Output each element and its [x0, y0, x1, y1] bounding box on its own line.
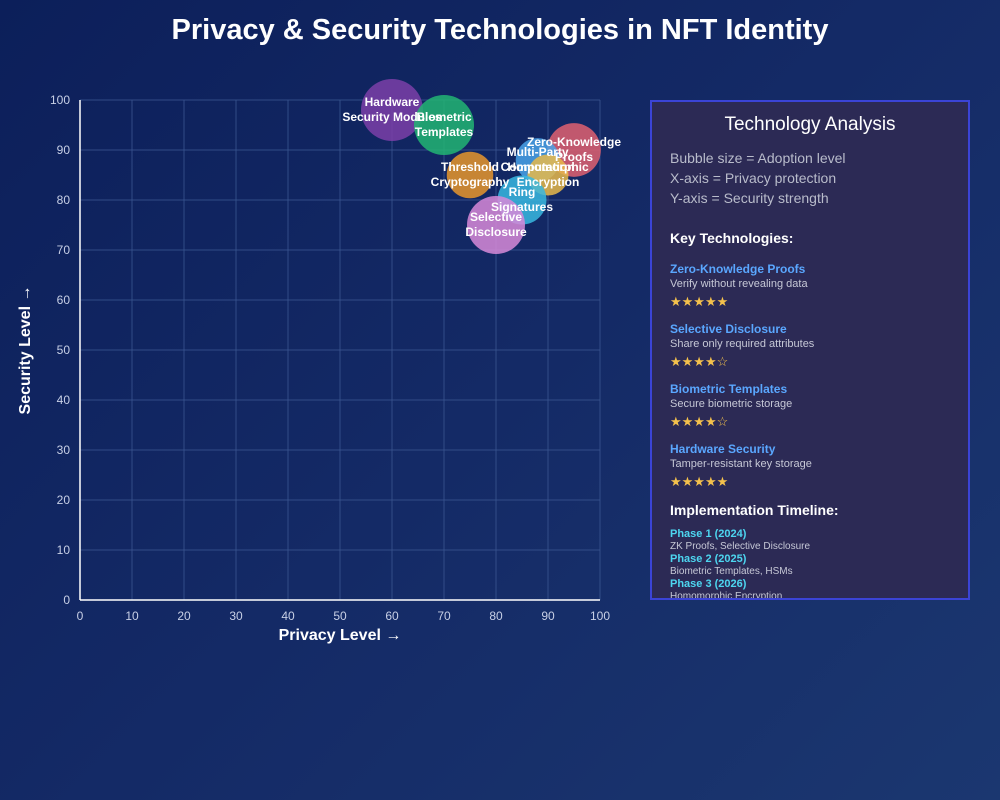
x-tick-label: 80: [489, 609, 503, 623]
timeline-phase: Phase 2 (2025) Biometric Templates, HSMs: [670, 553, 950, 578]
timeline-heading: Implementation Timeline:: [670, 502, 839, 518]
tech-name: Hardware Security: [670, 442, 776, 456]
star-rating: ★★★★★: [670, 474, 729, 489]
y-tick-label: 0: [63, 593, 70, 607]
tech-item: Biometric Templates Secure biometric sto…: [670, 382, 950, 432]
tech-desc: Share only required attributes: [670, 338, 815, 350]
bubble-label: Multi-Party Computation: [501, 145, 575, 174]
bubble-label: Selective Disclosure: [465, 210, 527, 239]
star-rating: ★★★★☆: [670, 414, 729, 429]
bubble: [446, 151, 494, 199]
bubble: [361, 79, 423, 141]
tech-name: Zero-Knowledge Proofs: [670, 262, 806, 276]
phase-name: Phase 2 (2025): [670, 553, 747, 565]
tech-item: Zero-Knowledge Proofs Verify without rev…: [670, 262, 950, 312]
y-tick-label: 80: [57, 193, 71, 207]
bubble: [413, 94, 475, 156]
timeline-phase: Phase 1 (2024) ZK Proofs, Selective Disc…: [670, 528, 950, 553]
phase-items: ZK Proofs, Selective Disclosure: [670, 541, 811, 552]
phase-items: Biometric Templates, HSMs: [670, 566, 793, 577]
y-tick-label: 100: [50, 93, 70, 107]
panel-title: Technology Analysis: [724, 114, 896, 135]
tech-desc: Tamper-resistant key storage: [670, 458, 812, 470]
bubble-label: Hardware Security Modules: [342, 95, 442, 124]
x-tick-label: 20: [177, 609, 191, 623]
tech-name: Biometric Templates: [670, 382, 788, 396]
bubble-label: Homomorphic Encryption: [507, 160, 589, 189]
key-technologies-heading: Key Technologies:: [670, 230, 794, 246]
bubble-label: Zero-Knowledge Proofs: [527, 135, 621, 164]
x-tick-label: 70: [437, 609, 451, 623]
bubble-label: Biometric Templates: [415, 110, 474, 139]
x-tick-label: 50: [333, 609, 347, 623]
tech-name: Selective Disclosure: [670, 322, 787, 336]
y-tick-label: 20: [57, 493, 71, 507]
star-rating: ★★★★☆: [670, 354, 729, 369]
phase-items: Homomorphic Encryption: [670, 591, 783, 600]
x-tick-label: 60: [385, 609, 399, 623]
x-tick-label: 40: [281, 609, 295, 623]
star-rating: ★★★★★: [670, 294, 729, 309]
bubble-label: Threshold Cryptography: [431, 160, 510, 189]
technology-analysis-panel: Technology Analysis Bubble size = Adopti…: [650, 100, 970, 600]
tech-item: Selective Disclosure Share only required…: [670, 322, 950, 372]
desc-x-axis: X-axis = Privacy protection: [670, 170, 837, 186]
x-tick-label: 0: [77, 609, 84, 623]
y-axis-title: Security Level →: [17, 286, 34, 415]
y-tick-label: 50: [57, 343, 71, 357]
tech-desc: Verify without revealing data: [670, 278, 808, 290]
bubble-chart: 0 10 20 30 40 50 60 70 80 90 100 0 10 20 30 40 50 60 70 80 9…: [17, 79, 621, 644]
x-tick-label: 30: [229, 609, 243, 623]
y-tick-label: 30: [57, 443, 71, 457]
phase-name: Phase 1 (2024): [670, 528, 747, 540]
x-tick-label: 90: [541, 609, 555, 623]
x-tick-label: 10: [125, 609, 139, 623]
desc-y-axis: Y-axis = Security strength: [670, 190, 829, 206]
y-tick-label: 60: [57, 293, 71, 307]
x-axis-title: Privacy Level →: [279, 627, 402, 644]
desc-bubble-size: Bubble size = Adoption level: [670, 150, 846, 166]
timeline-phase: Phase 3 (2026) Homomorphic Encryption: [670, 578, 950, 600]
y-tick-label: 10: [57, 543, 71, 557]
chart-title: Privacy & Security Technologies in NFT I…: [171, 14, 829, 46]
bubble: [467, 196, 525, 254]
phase-name: Phase 3 (2026): [670, 578, 747, 590]
tech-desc: Secure biometric storage: [670, 398, 793, 410]
legend-description: Bubble size = Adoption level X-axis = Pr…: [670, 148, 950, 208]
y-tick-label: 90: [57, 143, 71, 157]
bubble-label: Ring Signatures: [491, 185, 553, 214]
x-tick-label: 100: [590, 609, 610, 623]
y-tick-label: 40: [57, 393, 71, 407]
y-tick-label: 70: [57, 243, 71, 257]
tech-item: Hardware Security Tamper-resistant key s…: [670, 442, 950, 492]
